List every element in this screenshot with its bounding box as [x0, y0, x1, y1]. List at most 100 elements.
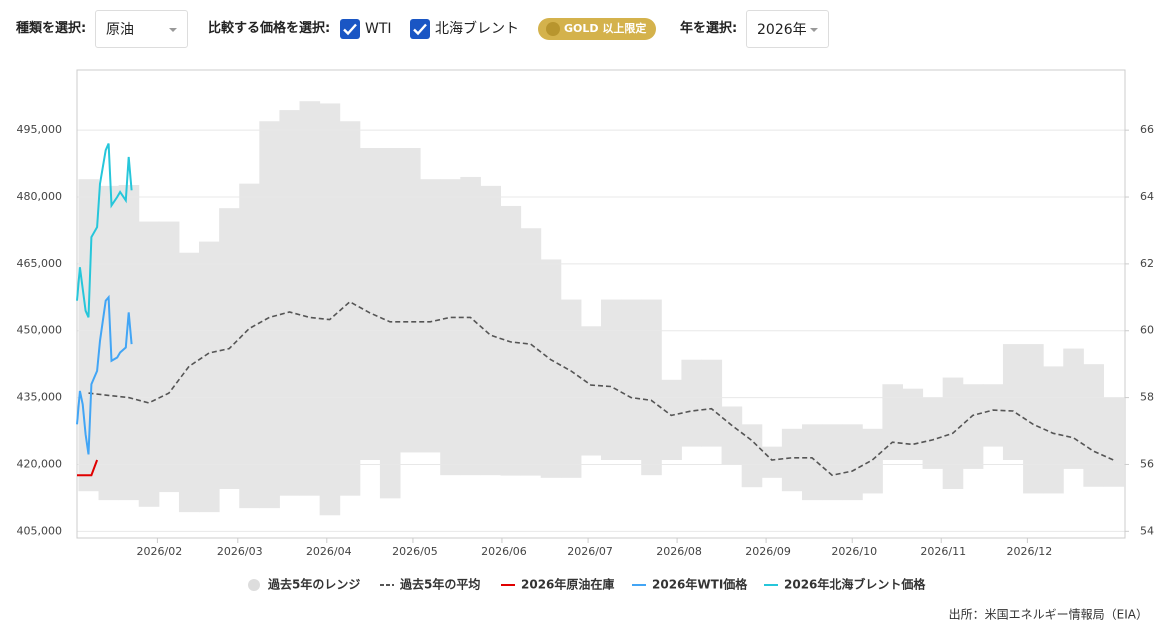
series-line	[76, 294, 133, 455]
range-band	[902, 388, 924, 460]
range-band	[661, 379, 682, 460]
y-tick-label: 420,000	[17, 457, 63, 470]
range-band	[339, 121, 361, 496]
range-band	[621, 299, 642, 460]
y-tick-label: 495,000	[17, 123, 63, 136]
range-band	[178, 252, 200, 513]
range-band	[78, 179, 100, 492]
checkbox[interactable]	[410, 19, 430, 39]
range-band	[138, 221, 160, 507]
x-tick-label: 2026/11	[920, 545, 966, 558]
range-band	[681, 359, 702, 447]
range-band	[520, 228, 542, 476]
y2-tick-label: 64	[1140, 190, 1154, 203]
plot	[78, 101, 1125, 516]
range-band	[460, 176, 481, 476]
legend-label: 2026年原油在庫	[521, 577, 614, 592]
range-band	[862, 428, 883, 494]
series-line	[88, 300, 1114, 477]
range-band	[781, 428, 803, 492]
type-label: 種類を選択:	[16, 21, 87, 36]
range-band	[801, 424, 823, 501]
y2-tick-label: 66	[1140, 123, 1154, 136]
legend-label: 過去5年のレンジ	[267, 577, 360, 592]
x-tick-label: 2026/04	[306, 545, 352, 558]
plot-frame	[76, 69, 1126, 539]
range-band	[560, 299, 582, 478]
range-band	[540, 259, 562, 478]
range-band	[259, 121, 280, 509]
range-band	[1043, 366, 1064, 494]
checkmark	[413, 23, 427, 36]
y2-tick-label: 54	[1140, 524, 1154, 537]
range-band	[1023, 344, 1044, 494]
option-label[interactable]: 北海ブレント	[435, 21, 519, 37]
legend-label: 過去5年の平均	[399, 577, 480, 592]
range-band	[359, 148, 381, 460]
x-tick-label: 2026/03	[217, 545, 263, 558]
range-band	[1002, 344, 1024, 460]
range-band	[1083, 364, 1104, 487]
range-band	[279, 110, 301, 496]
range-band	[721, 406, 743, 465]
range-band	[1063, 348, 1084, 469]
x-tick-label: 2026/06	[481, 545, 527, 558]
y2-tick-label: 56	[1140, 457, 1154, 470]
range-band	[299, 101, 321, 496]
y-tick-label: 405,000	[17, 524, 63, 537]
range-band	[98, 185, 120, 501]
compare-label: 比較する価格を選択:	[208, 21, 331, 36]
range-band	[580, 326, 602, 456]
legend-marker	[248, 579, 260, 591]
range-band	[239, 183, 260, 509]
year-label: 年を選択:	[680, 21, 738, 36]
range-band	[701, 359, 723, 447]
series-line	[77, 459, 99, 477]
range-band	[641, 299, 662, 476]
x-tick-label: 2026/12	[1007, 545, 1053, 558]
range-band	[982, 384, 1004, 447]
range-band	[400, 148, 421, 453]
range-band	[601, 299, 622, 460]
source: 出所：米国エネルギー情報局（EIA）	[949, 608, 1148, 622]
range-band	[822, 424, 843, 501]
checkmark	[343, 23, 357, 36]
range-band	[480, 185, 502, 476]
range-band	[440, 179, 461, 476]
type-dropdown[interactable]: 原油	[95, 10, 188, 48]
y2-tick-label: 62	[1140, 257, 1154, 270]
range-band	[761, 446, 783, 478]
range-band	[118, 184, 140, 501]
range-band	[420, 179, 441, 453]
range-band	[741, 424, 763, 488]
x-tick-label: 2026/08	[656, 545, 702, 558]
range-band	[942, 377, 964, 489]
range-band	[319, 103, 341, 516]
range-band	[199, 241, 220, 513]
option-label[interactable]: WTI	[365, 21, 392, 37]
x-tick-label: 2026/02	[137, 545, 183, 558]
range-band	[922, 397, 944, 469]
range-band	[219, 208, 240, 489]
legend-label: 2026年WTI価格	[652, 577, 748, 592]
checkbox[interactable]	[340, 19, 360, 39]
range-band	[379, 148, 401, 499]
y2-tick-label: 60	[1140, 324, 1154, 337]
range-band	[500, 205, 522, 476]
range-band	[962, 384, 984, 469]
gold-badge[interactable]: GOLD 以上限定	[538, 18, 657, 40]
x-tick-label: 2026/05	[392, 545, 438, 558]
range-band	[158, 221, 180, 493]
range-band	[882, 384, 903, 460]
y-tick-label: 480,000	[17, 190, 63, 203]
x-tick-label: 2026/09	[745, 545, 791, 558]
y-tick-label: 465,000	[17, 257, 63, 270]
y-tick-label: 435,000	[17, 391, 63, 404]
y2-tick-label: 58	[1140, 391, 1154, 404]
year-dropdown[interactable]: 2026年	[746, 10, 829, 48]
series-line	[76, 143, 133, 318]
x-tick-label: 2026/10	[831, 545, 877, 558]
y-tick-label: 450,000	[17, 324, 63, 337]
